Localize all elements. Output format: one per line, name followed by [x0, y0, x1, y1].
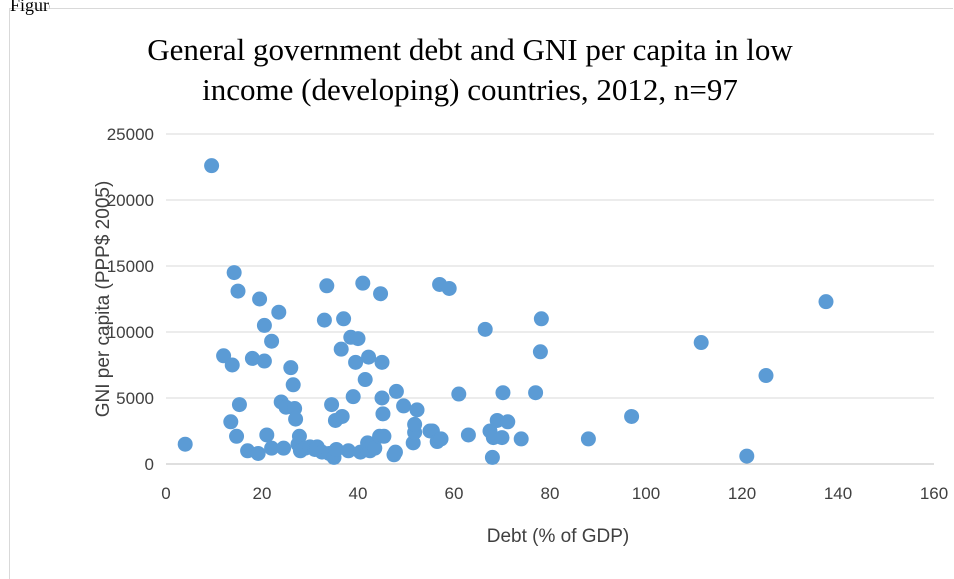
x-tick-label: 80: [541, 484, 560, 503]
data-point: [451, 386, 467, 402]
x-tick-label: 160: [920, 484, 948, 503]
y-tick-label: 15000: [107, 257, 154, 276]
data-point: [226, 265, 242, 281]
data-point: [328, 441, 344, 457]
y-tick-label: 10000: [107, 323, 154, 342]
data-point: [441, 280, 457, 296]
data-point: [409, 402, 425, 418]
y-tick-label: 0: [145, 455, 154, 474]
data-point: [388, 383, 404, 399]
data-point: [276, 440, 292, 456]
data-point: [407, 416, 423, 432]
y-tick-label: 5000: [116, 389, 154, 408]
data-point: [396, 398, 412, 414]
data-point: [271, 304, 287, 320]
data-point: [316, 312, 332, 328]
data-point: [580, 431, 596, 447]
data-point: [345, 389, 361, 405]
data-point: [693, 335, 709, 351]
data-point: [250, 445, 266, 461]
data-point: [376, 428, 392, 444]
data-point: [355, 275, 371, 291]
data-point: [204, 158, 220, 174]
data-point: [230, 283, 246, 299]
data-point: [758, 368, 774, 384]
data-point: [818, 294, 834, 310]
data-point: [334, 408, 350, 424]
x-tick-label: 120: [728, 484, 756, 503]
data-point: [177, 436, 193, 452]
data-point: [259, 427, 275, 443]
y-tick-label: 20000: [107, 191, 154, 210]
data-point: [484, 449, 500, 465]
data-point: [252, 291, 268, 307]
data-point: [460, 427, 476, 443]
data-point: [283, 360, 299, 376]
data-point: [333, 341, 349, 357]
data-point: [387, 444, 403, 460]
data-point: [319, 278, 335, 294]
data-point: [231, 397, 247, 413]
data-point: [375, 406, 391, 422]
data-point: [367, 440, 383, 456]
figure-label: Figure: [10, 0, 50, 15]
data-point: [739, 448, 755, 464]
data-point: [264, 333, 280, 349]
x-tick-label: 20: [253, 484, 272, 503]
data-point: [373, 286, 389, 302]
data-point: [357, 372, 373, 388]
data-point: [340, 443, 356, 459]
chart-frame: Figure: [9, 0, 953, 579]
data-point: [291, 428, 307, 444]
data-point: [285, 377, 301, 393]
data-point: [336, 311, 352, 327]
data-point: [500, 414, 516, 430]
data-point: [350, 331, 366, 347]
data-point: [495, 385, 511, 401]
data-point: [223, 414, 239, 430]
data-point: [532, 344, 548, 360]
x-tick-label: 60: [445, 484, 464, 503]
x-tick-label: 40: [349, 484, 368, 503]
data-point: [256, 353, 272, 369]
x-tick-label: 100: [632, 484, 660, 503]
data-point: [494, 430, 510, 446]
data-point: [244, 350, 260, 366]
chart-title: General government debt and GNI per capi…: [147, 32, 793, 107]
data-point: [224, 357, 240, 373]
data-point: [533, 311, 549, 327]
data-point: [433, 431, 449, 447]
x-axis-title: Debt (% of GDP): [487, 526, 630, 547]
data-point: [513, 431, 529, 447]
data-point: [477, 321, 493, 337]
data-point: [324, 397, 340, 413]
x-tick-label: 140: [824, 484, 852, 503]
data-point: [288, 411, 304, 427]
data-point: [348, 354, 364, 370]
y-tick-label: 25000: [107, 125, 154, 144]
x-tick-label: 0: [161, 484, 170, 503]
data-point: [374, 390, 390, 406]
data-point: [374, 354, 390, 370]
data-point: [528, 385, 544, 401]
data-point: [264, 440, 280, 456]
data-point: [361, 349, 377, 365]
data-point: [624, 408, 640, 424]
y-axis-title: GNI per capita (PPP$ 2005): [93, 181, 114, 418]
data-point: [229, 428, 245, 444]
data-point: [256, 317, 272, 333]
